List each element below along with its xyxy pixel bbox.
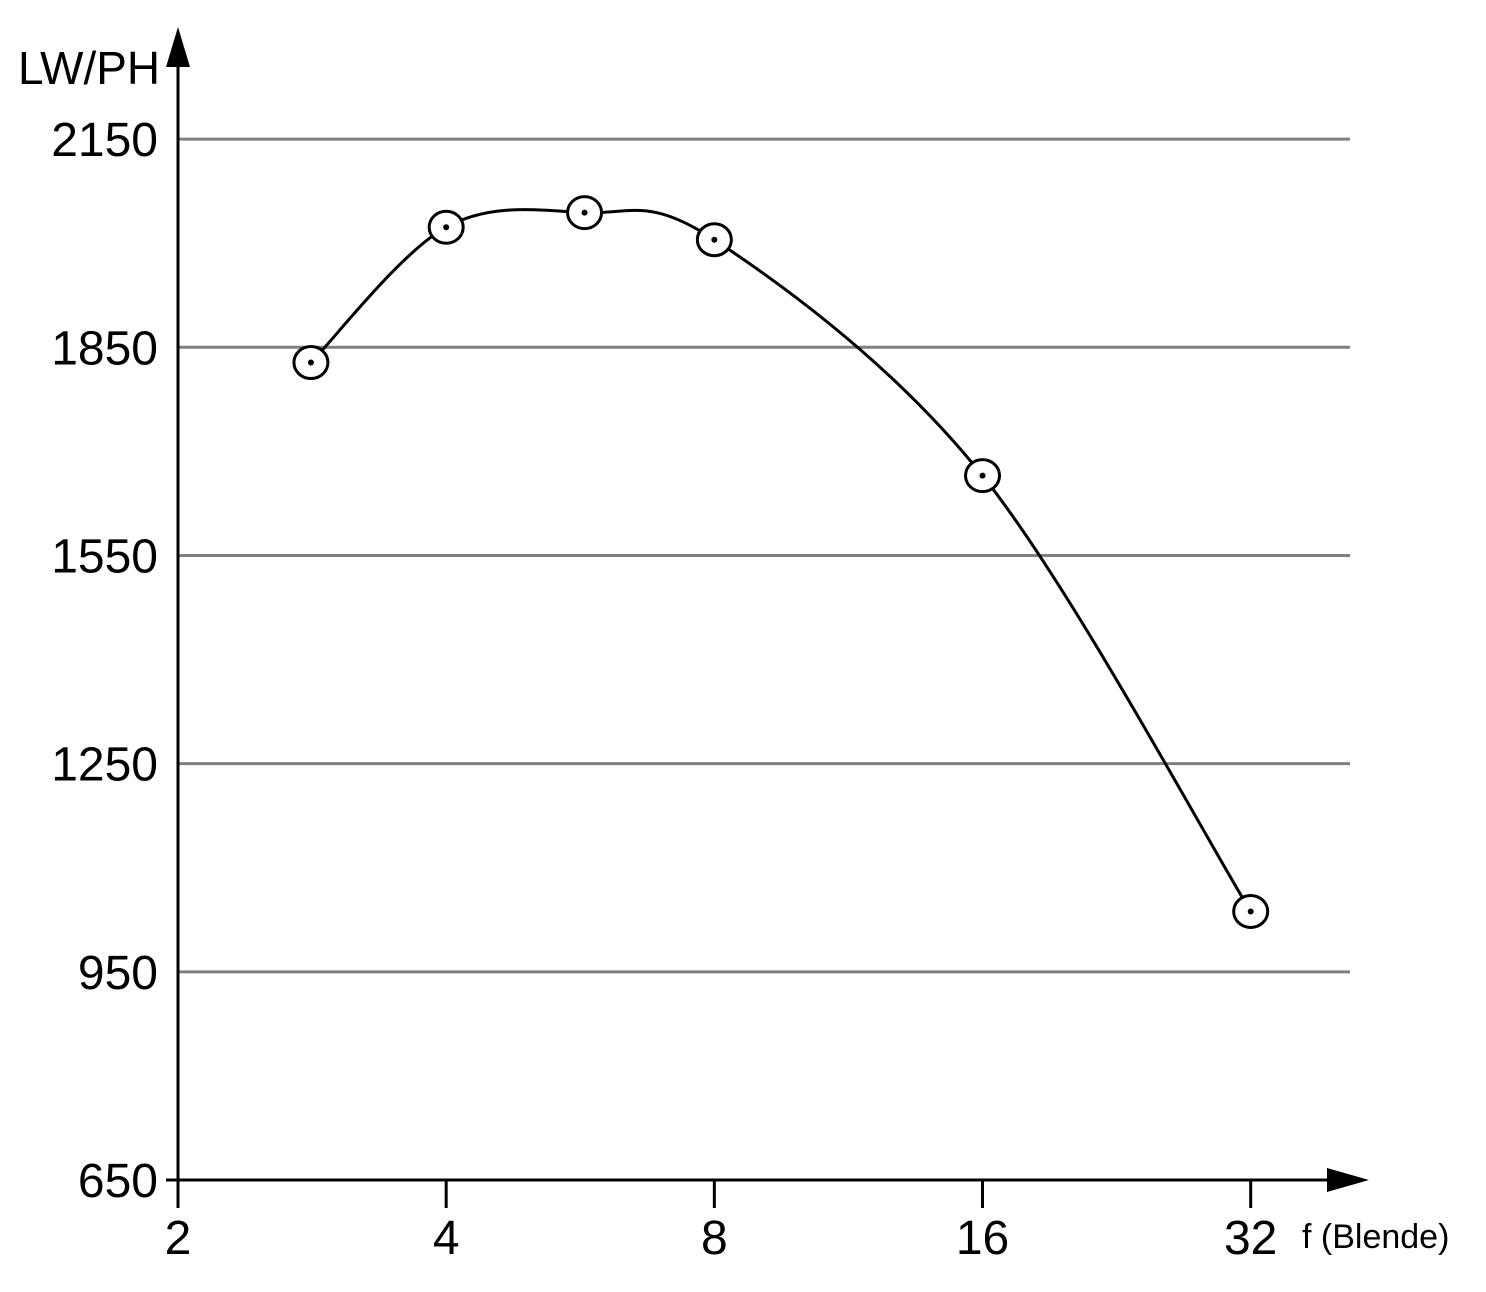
y-tick-label: 2150 [51,114,158,167]
data-point [566,195,604,231]
x-tick-label: 8 [701,1212,728,1265]
data-point [427,209,465,245]
data-point [695,222,733,258]
data-point [964,458,1002,494]
x-tick-label: 4 [433,1212,460,1265]
y-tick-label: 1550 [51,530,158,583]
y-axis-arrow [166,27,190,67]
marker-dot [1247,908,1254,915]
data-line [309,208,1252,913]
y-tick-label: 950 [78,947,158,1000]
y-axis-label: LW/PH [18,42,160,94]
data-point [292,345,330,381]
x-axis-label: f (Blende) [1302,1218,1449,1256]
marker-dot [581,209,588,216]
x-tick-label: 2 [165,1212,192,1265]
marker-dot [979,472,986,479]
y-tick-label: 1850 [51,322,158,375]
marker-dot [711,236,718,243]
y-tick-label: 1250 [51,739,158,792]
y-tick-label: 650 [78,1155,158,1208]
marker-dot [307,359,314,366]
data-point [1232,893,1270,929]
marker-dot [443,224,450,231]
x-axis-arrow [1327,1168,1369,1192]
x-tick-label: 32 [1224,1212,1277,1265]
x-tick-label: 16 [956,1212,1009,1265]
